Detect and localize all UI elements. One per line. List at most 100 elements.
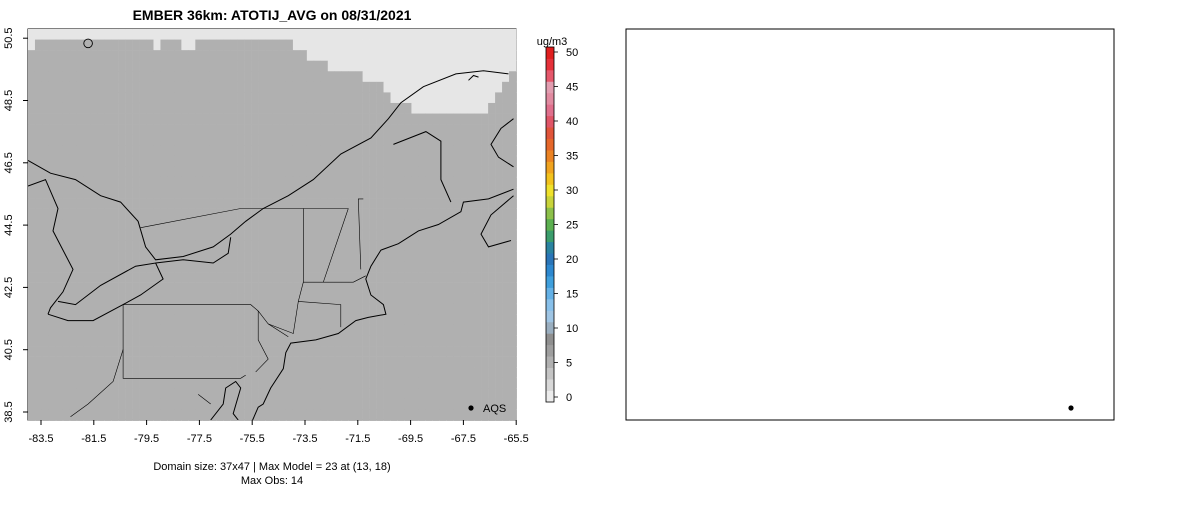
field-cell bbox=[188, 335, 196, 347]
x-tick-label: -77.5 bbox=[187, 433, 212, 445]
field-cell bbox=[411, 377, 419, 389]
field-cell bbox=[481, 176, 489, 188]
field-cell bbox=[327, 398, 336, 410]
field-cell bbox=[272, 50, 280, 62]
field-cell bbox=[174, 71, 182, 83]
field-cell bbox=[55, 261, 64, 273]
field-cell bbox=[299, 71, 308, 83]
field-cell bbox=[474, 39, 482, 51]
field-cell bbox=[244, 272, 252, 283]
field-cell bbox=[146, 250, 154, 262]
colorbar-swatch bbox=[546, 47, 554, 59]
field-cell bbox=[460, 240, 468, 252]
field-cell bbox=[28, 303, 36, 315]
field-cell bbox=[474, 229, 482, 241]
field-cell bbox=[76, 272, 85, 283]
field-cell bbox=[348, 335, 356, 347]
field-cell bbox=[48, 50, 57, 62]
field-cell bbox=[453, 250, 461, 262]
field-cell bbox=[348, 261, 356, 273]
field-cell bbox=[488, 356, 496, 368]
field-cell bbox=[285, 398, 294, 410]
field-cell bbox=[467, 398, 475, 410]
field-cell bbox=[341, 92, 349, 104]
field-cell bbox=[125, 293, 133, 305]
field-cell bbox=[76, 198, 85, 209]
field-cell bbox=[376, 134, 384, 146]
field-cell bbox=[34, 229, 43, 241]
field-cell bbox=[278, 50, 287, 62]
field-cell bbox=[404, 81, 412, 93]
field-cell bbox=[62, 29, 71, 40]
field-cell bbox=[181, 335, 189, 347]
field-cell bbox=[90, 272, 99, 283]
field-cell bbox=[69, 134, 78, 146]
field-cell bbox=[244, 60, 252, 72]
field-cell bbox=[181, 71, 189, 83]
field-cell bbox=[334, 176, 343, 188]
field-cell bbox=[83, 303, 92, 315]
field-cell bbox=[167, 261, 175, 273]
field-cell bbox=[362, 282, 370, 294]
field-cell bbox=[509, 250, 517, 262]
field-cell bbox=[439, 346, 447, 357]
field-cell bbox=[132, 81, 140, 93]
field-cell bbox=[174, 176, 182, 188]
field-cell bbox=[376, 356, 384, 368]
field-cell bbox=[181, 187, 189, 199]
field-cell bbox=[181, 208, 189, 220]
field-cell bbox=[48, 71, 57, 83]
field-cell bbox=[167, 229, 175, 241]
field-cell bbox=[216, 356, 224, 368]
field-cell bbox=[425, 398, 433, 410]
field-cell bbox=[41, 261, 50, 273]
field-cell bbox=[488, 388, 496, 400]
field-cell bbox=[28, 92, 36, 104]
field-cell bbox=[306, 155, 315, 167]
field-cell bbox=[258, 198, 266, 209]
field-cell bbox=[481, 71, 489, 83]
field-cell bbox=[174, 356, 182, 368]
field-cell bbox=[376, 303, 384, 315]
field-cell bbox=[41, 250, 50, 262]
field-cell bbox=[160, 145, 168, 157]
field-cell bbox=[181, 409, 189, 421]
field-cell bbox=[397, 29, 405, 40]
field-cell bbox=[118, 314, 126, 326]
field-cell bbox=[313, 398, 322, 410]
field-cell bbox=[439, 398, 447, 410]
field-cell bbox=[118, 29, 126, 40]
field-cell bbox=[48, 335, 57, 347]
field-cell bbox=[327, 113, 336, 125]
field-cell bbox=[376, 60, 384, 72]
colorbar-swatch bbox=[546, 276, 554, 288]
field-cell bbox=[265, 250, 273, 262]
field-cell bbox=[432, 250, 440, 262]
field-cell bbox=[313, 155, 322, 167]
field-cell bbox=[439, 134, 447, 146]
field-cell bbox=[488, 134, 496, 146]
field-cell bbox=[411, 293, 419, 305]
field-cell bbox=[272, 187, 280, 199]
field-cell bbox=[327, 102, 336, 114]
field-cell bbox=[467, 388, 475, 400]
field-cell bbox=[104, 303, 112, 315]
field-cell bbox=[69, 324, 78, 336]
field-cell bbox=[258, 409, 266, 421]
field-cell bbox=[369, 71, 377, 83]
field-cell bbox=[55, 229, 64, 241]
field-cell bbox=[76, 187, 85, 199]
field-cell bbox=[495, 398, 503, 410]
field-cell bbox=[446, 346, 454, 357]
field-cell bbox=[397, 324, 405, 336]
field-cell bbox=[118, 102, 126, 114]
field-cell bbox=[272, 60, 280, 72]
field-cell bbox=[369, 113, 377, 125]
field-cell bbox=[118, 50, 126, 62]
field-cell bbox=[460, 29, 468, 40]
field-cell bbox=[83, 71, 92, 83]
field-cell bbox=[41, 50, 50, 62]
field-cell bbox=[390, 388, 398, 400]
field-cell bbox=[153, 208, 161, 220]
field-cell bbox=[202, 282, 210, 294]
